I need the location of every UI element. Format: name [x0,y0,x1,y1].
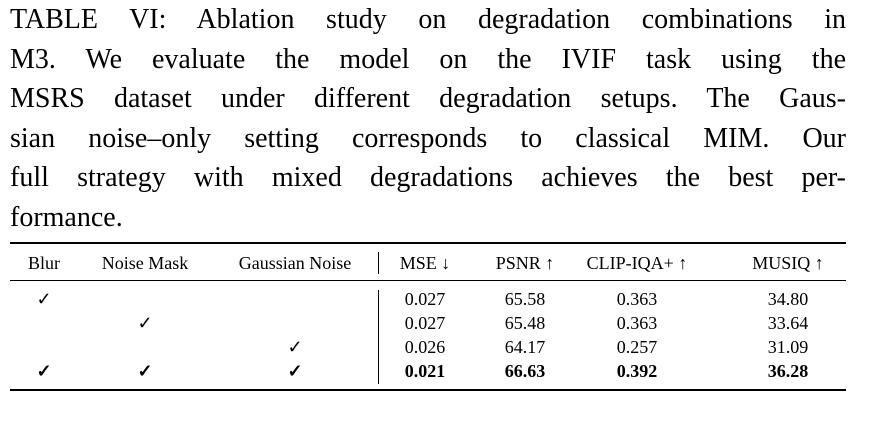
header-cell: PSNR ↑ [495,253,555,273]
header-cell: Noise Mask [101,253,189,273]
caption-line: TABLE VI: Ablation study on degradation … [10,4,846,35]
caption-line: formance. [10,201,123,233]
table-cell: ✓ [137,361,153,381]
table-cell: ✓ [137,313,153,333]
table-cell: 0.392 [616,361,658,381]
table-cell: 0.021 [404,361,446,381]
table-cell: 64.17 [504,337,546,357]
table-cell: 0.257 [616,337,658,357]
top-rule [10,242,846,244]
table-cell: 0.027 [404,313,446,333]
table-cell: 34.80 [767,289,809,309]
bottom-rule [10,389,846,391]
caption-line: M3. We evaluate the model on the IVIF ta… [10,43,846,75]
table-cell: ✓ [287,361,303,381]
table-cell: 0.027 [404,289,446,309]
table-cell: ✓ [36,361,52,381]
table-cell: 65.48 [504,313,546,333]
table-cell: ✓ [287,337,303,357]
table-cell: 66.63 [504,361,546,381]
header-cell: CLIP-IQA+ ↑ [586,253,688,273]
header-divider [378,252,379,274]
mid-rule [10,280,846,281]
table-cell: 31.09 [767,337,809,357]
caption-line: full strategy with mixed degradations ac… [10,162,846,193]
table-cell: 0.026 [404,337,446,357]
table-cell: 65.58 [504,289,546,309]
table-cell: 36.28 [767,361,809,381]
table-cell: ✓ [36,289,52,309]
caption-line: sian noise–only setting corresponds to c… [10,122,846,154]
table-cell: 0.363 [616,289,658,309]
header-cell: Gaussian Noise [238,253,352,273]
body-divider [378,290,379,384]
header-cell: Blur [27,253,61,273]
header-cell: MUSIQ ↑ [752,253,824,273]
caption-line: MSRS dataset under different degradation… [10,83,846,114]
table-cell: 33.64 [767,313,809,333]
table-cell: 0.363 [616,313,658,333]
header-cell: MSE ↓ [399,253,451,273]
